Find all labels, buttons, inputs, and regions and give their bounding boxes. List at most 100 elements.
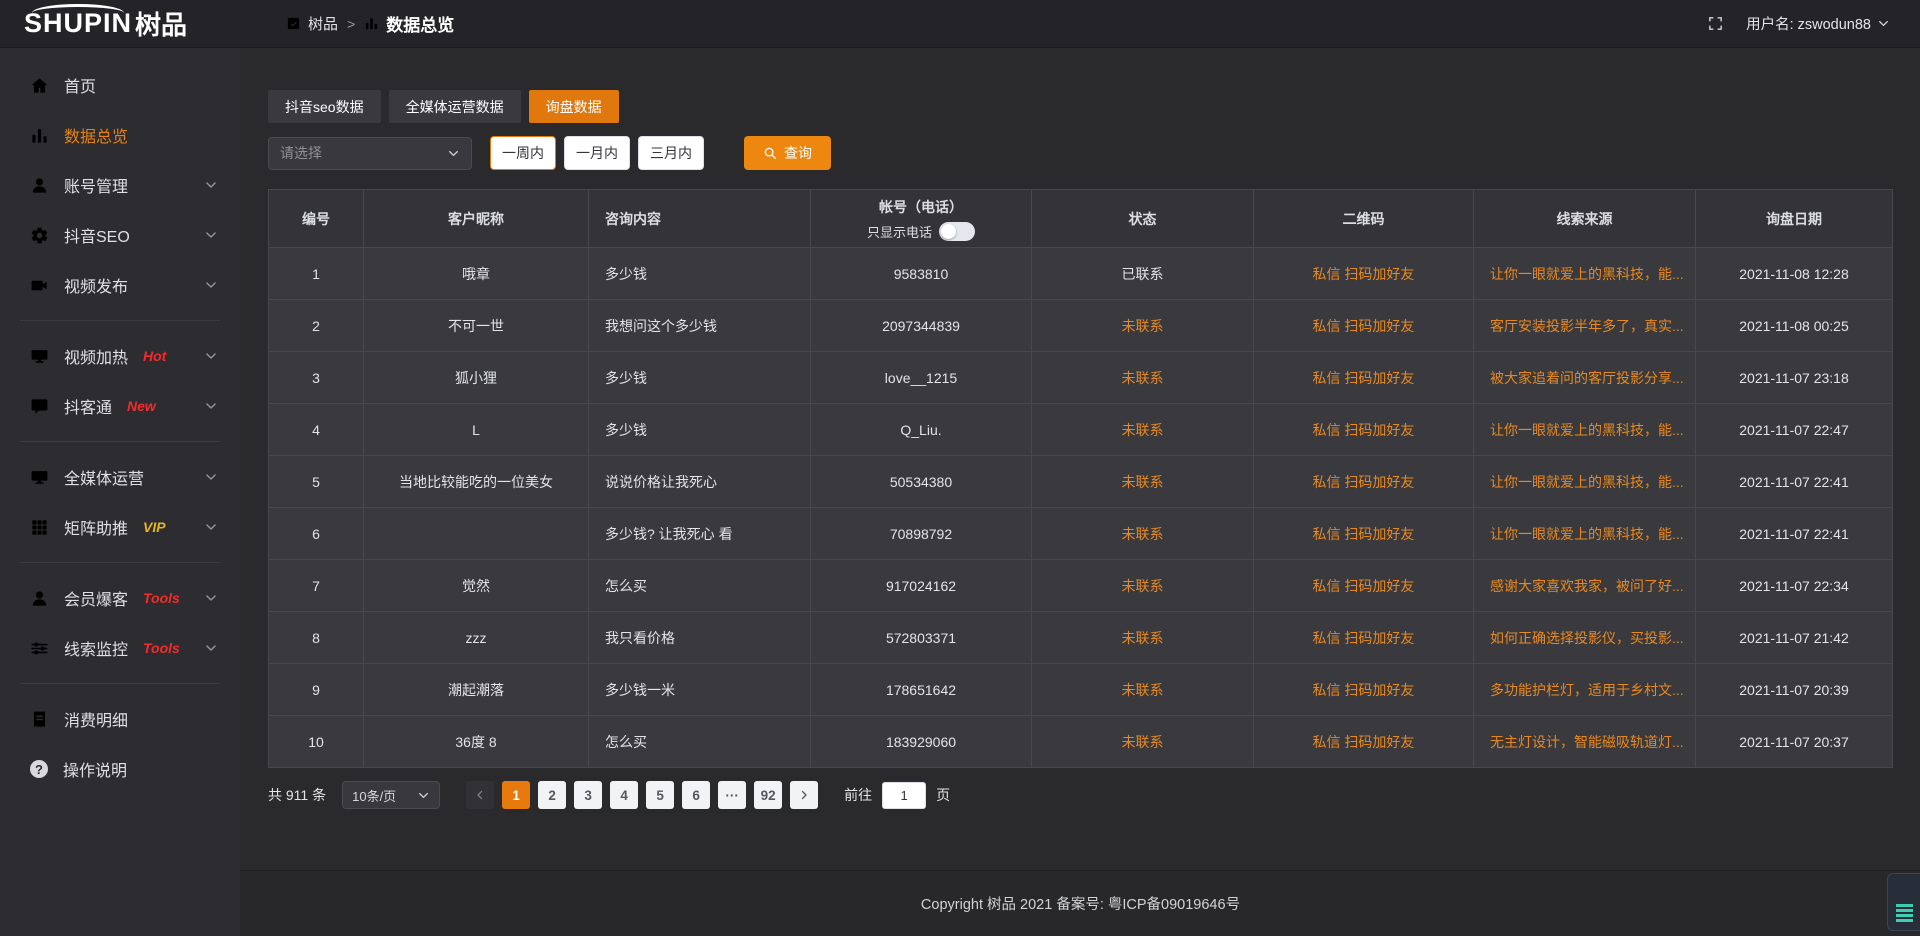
table-row: 8 zzz 我只看价格 572803371 未联系 私信 扫码加好友 如何正确选… [268, 611, 1893, 664]
sidebar-item-data-overview[interactable]: 数据总览 [0, 110, 240, 160]
chevron-down-icon [204, 520, 218, 534]
page-button-2[interactable]: 2 [538, 781, 567, 809]
sidebar-item-video-publish[interactable]: 视频发布 [0, 260, 240, 310]
qrcode-link[interactable]: 私信 扫码加好友 [1253, 715, 1474, 768]
phone-only-toggle[interactable] [939, 221, 975, 241]
cell-date: 2021-11-07 22:41 [1695, 507, 1893, 560]
app-icon [286, 16, 301, 31]
vip-badge: VIP [143, 519, 166, 535]
chevron-down-icon [447, 147, 460, 160]
jump-prefix-label: 前往 [844, 787, 873, 803]
cell-date: 2021-11-07 22:41 [1695, 455, 1893, 508]
source-link[interactable]: 让你一眼就爱上的黑科技，能... [1473, 247, 1696, 300]
fullscreen-icon[interactable] [1707, 15, 1724, 32]
filter-select[interactable]: 请选择 [268, 136, 472, 170]
tab-inquiry-data[interactable]: 询盘数据 [528, 90, 619, 123]
next-page-button[interactable] [790, 781, 819, 809]
sidebar-item-label: 抖音SEO [64, 229, 130, 246]
sidebar-item-label: 线索监控 [64, 642, 129, 659]
chevron-down-icon [204, 228, 218, 242]
more-pages-button[interactable]: ··· [718, 781, 747, 809]
tools-badge: Tools [143, 640, 180, 656]
source-link[interactable]: 让你一眼就爱上的黑科技，能... [1473, 403, 1696, 456]
cell-content: 说说价格让我死心 [588, 455, 811, 508]
qrcode-link[interactable]: 私信 扫码加好友 [1253, 299, 1474, 352]
source-link[interactable]: 感谢大家喜欢我家，被问了好... [1473, 559, 1696, 612]
data-tabs: 抖音seo数据 全媒体运营数据 询盘数据 [268, 90, 1893, 123]
col-header-account: 帐号（电话） 只显示电话 [810, 189, 1032, 248]
tab-douyin-seo-data[interactable]: 抖音seo数据 [268, 90, 381, 123]
tab-media-operations-data[interactable]: 全媒体运营数据 [388, 90, 521, 123]
cell-content: 我只看价格 [588, 611, 811, 664]
cell-date: 2021-11-08 00:25 [1695, 299, 1893, 352]
sliders-icon [30, 639, 49, 658]
page-button-3[interactable]: 3 [574, 781, 603, 809]
page-button-4[interactable]: 4 [610, 781, 639, 809]
sidebar-item-doukotong[interactable]: 抖客通 New [0, 381, 240, 431]
source-link[interactable]: 客厅安装投影半年多了，真实... [1473, 299, 1696, 352]
prev-page-button[interactable] [466, 781, 495, 809]
chevron-right-icon [798, 789, 810, 801]
range-week-button[interactable]: 一周内 [490, 136, 556, 170]
sidebar-item-douyin-seo[interactable]: 抖音SEO [0, 210, 240, 260]
qrcode-link[interactable]: 私信 扫码加好友 [1253, 559, 1474, 612]
status-badge: 已联系 [1031, 247, 1254, 300]
chevron-down-icon [204, 470, 218, 484]
qrcode-link[interactable]: 私信 扫码加好友 [1253, 403, 1474, 456]
cell-date: 2021-11-07 23:18 [1695, 351, 1893, 404]
qrcode-link[interactable]: 私信 扫码加好友 [1253, 351, 1474, 404]
table-header-row: 编号 客户昵称 咨询内容 帐号（电话） 只显示电话 状态 二维码 线索来源 [268, 189, 1893, 248]
source-link[interactable]: 多功能护栏灯，适用于乡村文... [1473, 663, 1696, 716]
source-link[interactable]: 让你一眼就爱上的黑科技，能... [1473, 507, 1696, 560]
sidebar-item-label: 抖客通 [64, 400, 113, 417]
status-badge: 未联系 [1031, 455, 1254, 508]
sidebar-item-home[interactable]: 首页 [0, 60, 240, 110]
page-button-92[interactable]: 92 [754, 781, 783, 809]
qrcode-link[interactable]: 私信 扫码加好友 [1253, 247, 1474, 300]
source-link[interactable]: 无主灯设计，智能磁吸轨道灯... [1473, 715, 1696, 768]
phone-only-label: 只显示电话 [866, 224, 932, 240]
jump-page-input[interactable] [882, 781, 927, 809]
sidebar-item-video-heat[interactable]: 视频加热 Hot [0, 331, 240, 381]
sidebar-item-user-guide[interactable]: 操作说明 [0, 744, 240, 794]
cell-no: 6 [268, 507, 364, 560]
source-link[interactable]: 被大家追着问的客厅投影分享... [1473, 351, 1696, 404]
floating-widget[interactable] [1887, 873, 1920, 931]
page-button-5[interactable]: 5 [646, 781, 675, 809]
cell-content: 多少钱 [588, 403, 811, 456]
range-month-button[interactable]: 一月内 [564, 136, 630, 170]
sidebar-item-expense-detail[interactable]: 消费明细 [0, 694, 240, 744]
qrcode-link[interactable]: 私信 扫码加好友 [1253, 663, 1474, 716]
page-button-1[interactable]: 1 [502, 781, 531, 809]
cell-account: Q_Liu. [810, 403, 1032, 456]
sidebar-item-account-management[interactable]: 账号管理 [0, 160, 240, 210]
col-header-no: 编号 [268, 189, 364, 248]
col-header-date: 询盘日期 [1695, 189, 1893, 248]
range-quarter-button[interactable]: 三月内 [638, 136, 704, 170]
cell-nickname [363, 507, 589, 560]
sidebar-item-matrix-boost[interactable]: 矩阵助推 VIP [0, 502, 240, 552]
sidebar-item-media-operations[interactable]: 全媒体运营 [0, 452, 240, 502]
user-menu[interactable]: 用户名: zswodun88 [1746, 13, 1890, 34]
cell-nickname: 哦章 [363, 247, 589, 300]
qrcode-link[interactable]: 私信 扫码加好友 [1253, 611, 1474, 664]
source-link[interactable]: 让你一眼就爱上的黑科技，能... [1473, 455, 1696, 508]
cell-nickname: 狐小狸 [363, 351, 589, 404]
cell-date: 2021-11-07 20:39 [1695, 663, 1893, 716]
qrcode-link[interactable]: 私信 扫码加好友 [1253, 507, 1474, 560]
cell-account: 70898792 [810, 507, 1032, 560]
sidebar-item-member-burst[interactable]: 会员爆客 Tools [0, 573, 240, 623]
sidebar-item-label: 会员爆客 [64, 592, 129, 609]
qrcode-link[interactable]: 私信 扫码加好友 [1253, 455, 1474, 508]
page-button-6[interactable]: 6 [682, 781, 711, 809]
query-button[interactable]: 查询 [744, 136, 831, 170]
cell-content: 怎么买 [588, 559, 811, 612]
cell-no: 7 [268, 559, 364, 612]
cell-account: 917024162 [810, 559, 1032, 612]
jump-suffix-label: 页 [936, 787, 951, 803]
breadcrumb-separator: > [347, 15, 356, 32]
breadcrumb-root[interactable]: 树品 [308, 16, 339, 33]
page-size-select[interactable]: 10条/页 [342, 781, 441, 809]
source-link[interactable]: 如何正确选择投影仪，买投影... [1473, 611, 1696, 664]
sidebar-item-lead-monitor[interactable]: 线索监控 Tools [0, 623, 240, 673]
